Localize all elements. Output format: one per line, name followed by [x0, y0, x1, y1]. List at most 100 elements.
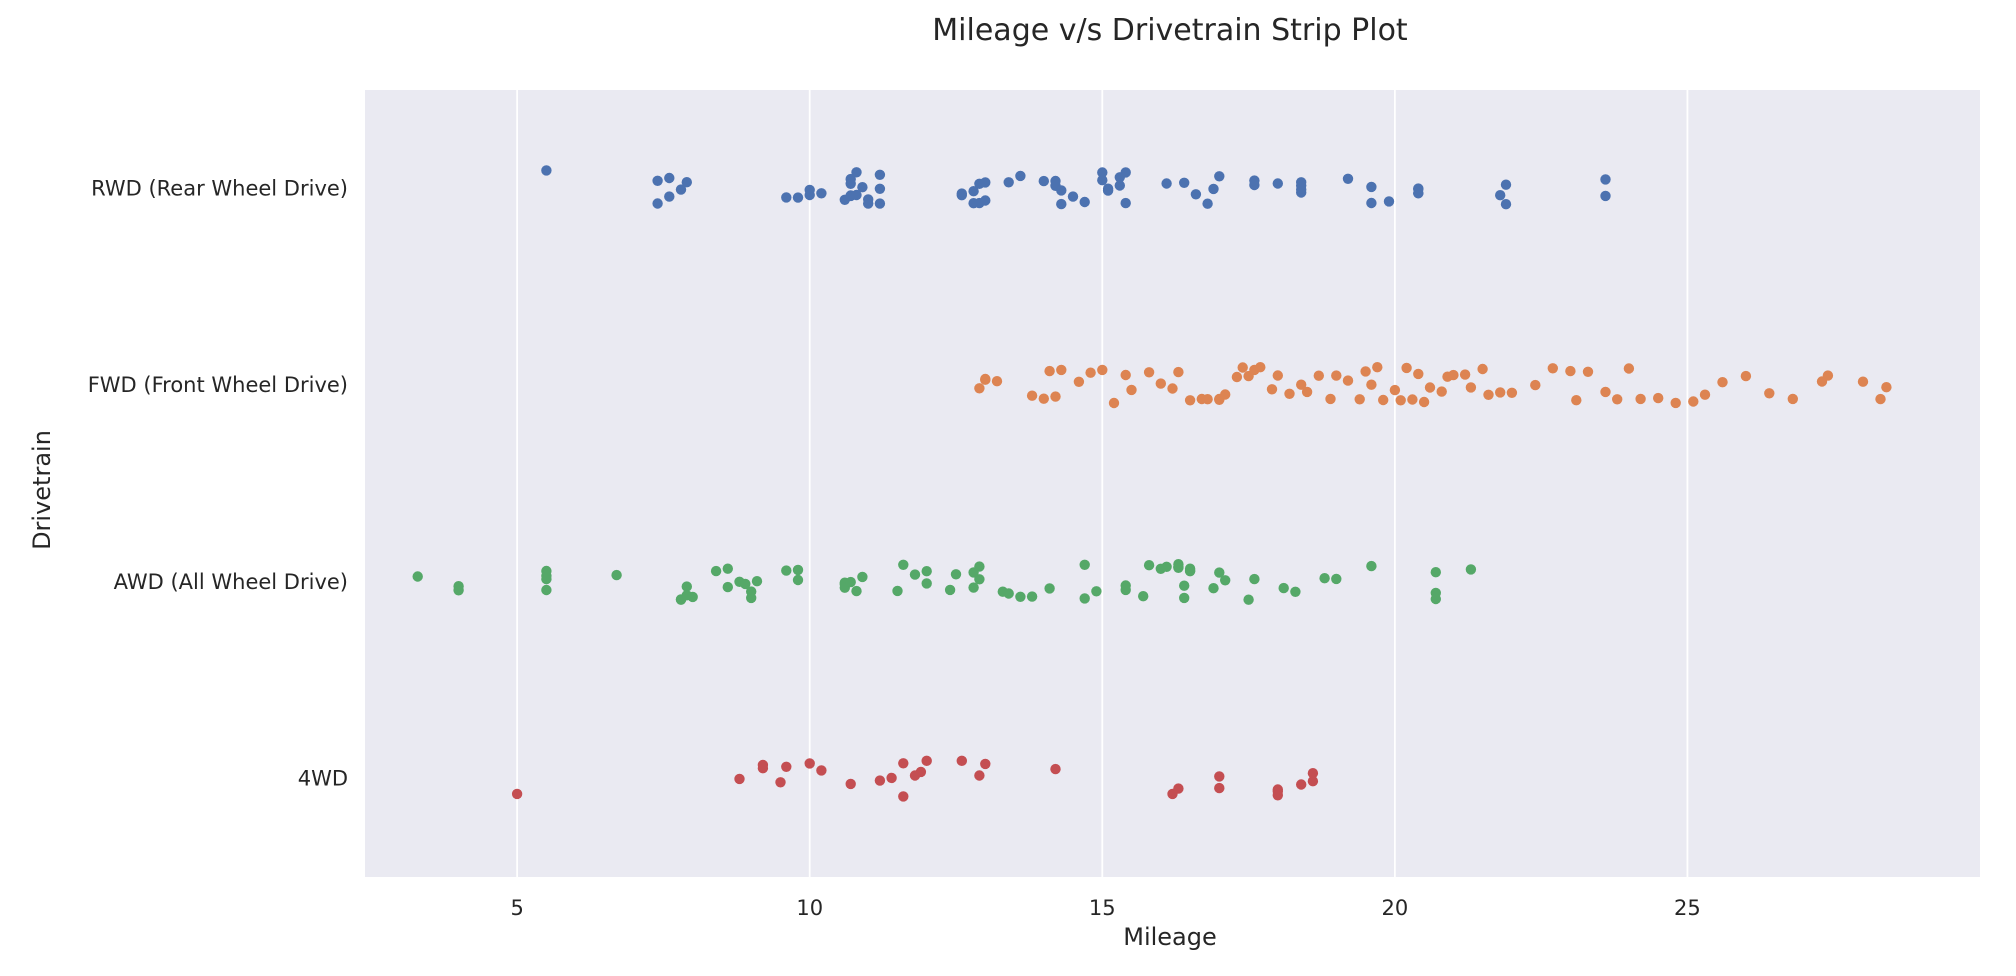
data-point	[874, 183, 886, 194]
data-point	[1424, 382, 1436, 393]
y-category-labels: RWD (Rear Wheel Drive) FWD (Front Wheel D…	[88, 176, 348, 790]
data-point	[1102, 183, 1114, 194]
data-point	[1366, 181, 1377, 193]
data-point	[1600, 190, 1611, 202]
data-point	[1278, 582, 1289, 594]
data-point	[1717, 377, 1728, 388]
data-point	[1050, 175, 1061, 187]
data-point	[845, 178, 856, 189]
data-point	[898, 758, 909, 769]
data-point	[874, 169, 886, 180]
data-point	[541, 584, 552, 596]
data-point	[1097, 364, 1108, 376]
data-point	[944, 584, 956, 596]
data-point	[781, 565, 792, 576]
data-point	[1085, 367, 1096, 378]
data-point	[1056, 198, 1067, 210]
data-point	[1600, 174, 1611, 185]
data-point	[652, 198, 663, 209]
data-point	[1296, 779, 1307, 790]
data-point	[1249, 573, 1260, 585]
data-point	[541, 565, 552, 577]
data-point	[1500, 179, 1512, 190]
data-point	[1120, 167, 1131, 178]
data-point	[1272, 370, 1284, 381]
data-point	[1413, 183, 1424, 194]
data-point	[751, 576, 763, 587]
data-point	[974, 383, 985, 394]
data-point	[1395, 395, 1406, 406]
data-point	[1307, 776, 1319, 787]
data-point	[1635, 393, 1646, 405]
data-point	[1161, 561, 1172, 572]
data-point	[1237, 362, 1248, 373]
data-point	[851, 189, 862, 201]
data-point	[804, 758, 815, 769]
data-point	[863, 194, 874, 205]
data-point	[1126, 384, 1137, 396]
data-point	[611, 569, 622, 581]
data-point	[1003, 177, 1014, 188]
data-point	[511, 788, 523, 800]
y-category-label: FWD (Front Wheel Drive)	[88, 373, 348, 397]
data-point	[857, 571, 868, 583]
data-point	[956, 188, 967, 199]
data-point	[1214, 567, 1225, 578]
chart-title: Mileage v/s Drivetrain Strip Plot	[932, 13, 1408, 48]
data-point	[1360, 366, 1371, 377]
data-point	[1167, 383, 1178, 394]
data-point	[1495, 387, 1506, 398]
data-point	[1430, 567, 1442, 578]
data-point	[1184, 395, 1196, 406]
data-point	[1220, 389, 1231, 400]
data-point	[1249, 175, 1260, 186]
data-point	[740, 578, 751, 590]
data-point	[1179, 592, 1190, 604]
data-point	[1354, 394, 1365, 405]
data-point	[1571, 395, 1582, 406]
data-point	[1044, 583, 1055, 594]
data-point	[921, 578, 932, 589]
data-point	[1582, 366, 1594, 377]
y-axis-label: Drivetrain	[28, 430, 56, 550]
data-point	[1202, 198, 1213, 209]
x-tick-label: 10	[796, 896, 823, 920]
data-point	[1612, 394, 1623, 405]
data-point	[792, 574, 804, 586]
data-point	[722, 581, 733, 593]
y-category-label: 4WD	[298, 767, 348, 791]
data-point	[675, 184, 687, 195]
data-point	[1056, 185, 1067, 196]
data-point	[1413, 368, 1424, 380]
x-tick-label: 15	[1089, 896, 1116, 920]
data-point	[1325, 393, 1336, 405]
data-point	[1073, 376, 1085, 387]
data-point	[874, 198, 886, 209]
data-point	[1044, 365, 1055, 377]
data-point	[1366, 197, 1377, 209]
data-point	[652, 175, 663, 186]
data-point	[915, 766, 927, 778]
data-point	[1407, 394, 1418, 405]
data-point	[1600, 386, 1611, 398]
data-point	[1822, 370, 1834, 381]
data-point	[1120, 584, 1131, 596]
data-point	[1208, 183, 1219, 195]
data-point	[1296, 177, 1307, 188]
data-point	[974, 574, 985, 585]
data-point	[1038, 175, 1050, 187]
data-point	[1530, 379, 1541, 391]
data-point	[1026, 390, 1038, 401]
data-point	[974, 770, 985, 781]
data-point	[1547, 363, 1559, 374]
data-point	[816, 188, 827, 199]
data-point	[1272, 178, 1284, 189]
data-point	[1190, 189, 1202, 200]
data-point	[1015, 170, 1026, 182]
data-point	[541, 165, 552, 176]
data-point	[1143, 367, 1155, 378]
data-point	[757, 763, 769, 774]
data-point	[687, 591, 698, 603]
data-point	[816, 765, 827, 776]
